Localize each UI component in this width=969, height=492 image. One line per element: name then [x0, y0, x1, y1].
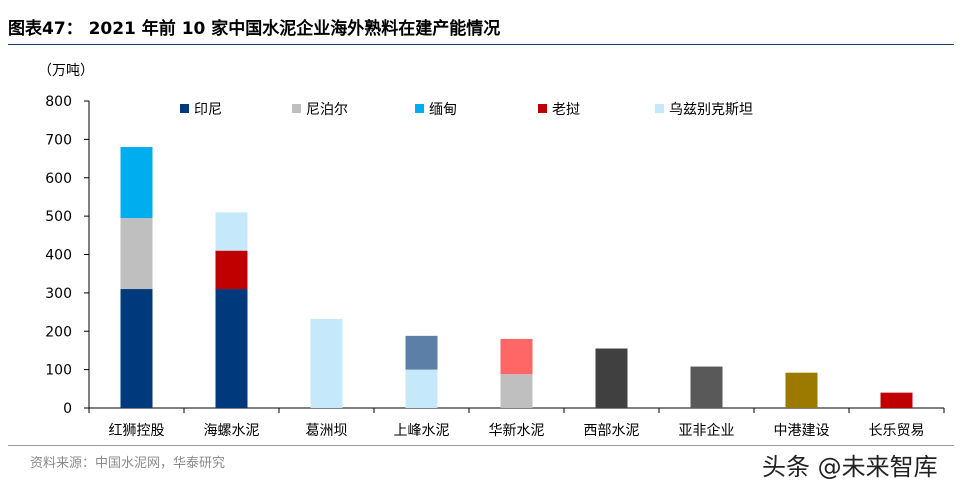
bar-segment-上峰水泥 [405, 335, 438, 370]
y-tick-label: 300 [45, 286, 72, 302]
x-category-label: 华新水泥 [489, 423, 545, 439]
bar-segment-老挝 [215, 250, 248, 290]
x-category-label: 长乐贸易 [869, 423, 925, 439]
x-category-label: 上峰水泥 [394, 423, 450, 439]
x-category-label: 葛洲坝 [306, 423, 348, 439]
bar-segment-华新水泥 [500, 338, 533, 375]
bar-segment-亚非企业 [690, 366, 723, 408]
y-tick-label: 0 [63, 401, 72, 417]
legend-swatch [292, 104, 301, 113]
legend-label: 尼泊尔 [306, 102, 348, 118]
bar-segment-西部水泥 [595, 348, 628, 408]
y-axis-unit-label: （万吨） [38, 63, 94, 79]
y-tick-label: 600 [45, 171, 72, 187]
bar-segment-中港建设 [785, 372, 818, 408]
y-axis: 0 100 200 300 400 500 600 700 800 [45, 94, 90, 417]
legend-label: 印尼 [194, 102, 222, 118]
legend: 印尼 尼泊尔 缅甸 老挝 乌兹别克斯坦 [180, 102, 753, 118]
y-tick-label: 800 [45, 94, 72, 110]
y-tick-label: 400 [45, 248, 72, 264]
legend-label: 老挝 [552, 102, 580, 118]
bar-segment-印尼 [120, 289, 153, 408]
x-axis [88, 407, 945, 413]
x-category-label: 红狮控股 [109, 423, 165, 439]
watermark-text: 头条 @未来智库 [762, 453, 938, 481]
chart-title: 图表47： 2021 年前 10 家中国水泥企业海外熟料在建产能情况 [8, 19, 501, 39]
bar-segment-尼泊尔 [120, 218, 153, 290]
bar-segment-乌兹别克斯坦 [310, 318, 343, 408]
y-tick-label: 100 [45, 363, 72, 379]
legend-label: 乌兹别克斯坦 [669, 102, 753, 118]
legend-label: 缅甸 [429, 102, 457, 118]
bar-segment-乌兹别克斯坦 [405, 369, 438, 408]
bar-segment-乌兹别克斯坦 [215, 212, 248, 251]
legend-swatch [538, 104, 547, 113]
title-divider [8, 44, 954, 45]
x-category-label: 海螺水泥 [204, 423, 260, 439]
category-labels: 红狮控股 海螺水泥 葛洲坝 上峰水泥 华新水泥 西部水泥 亚非企业 中港建设 长乐贸易 [109, 422, 925, 439]
source-note: 资料来源：中国水泥网，华泰研究 [30, 456, 226, 471]
x-category-label: 中港建设 [774, 423, 830, 439]
x-category-label: 西部水泥 [584, 423, 640, 439]
legend-swatch [655, 104, 664, 113]
bar-segment-印尼 [215, 289, 248, 408]
bar-segment-长乐贸易 [880, 392, 913, 408]
y-tick-label: 200 [45, 324, 72, 340]
bar-segment-华新水泥 [500, 374, 533, 408]
legend-swatch [415, 104, 424, 113]
y-tick-label: 700 [45, 132, 72, 148]
y-tick-label: 500 [45, 209, 72, 225]
bars [120, 147, 913, 408]
footer-divider [8, 445, 954, 446]
x-category-label: 亚非企业 [679, 422, 735, 439]
bar-segment-缅甸 [120, 147, 153, 219]
legend-swatch [180, 104, 189, 113]
